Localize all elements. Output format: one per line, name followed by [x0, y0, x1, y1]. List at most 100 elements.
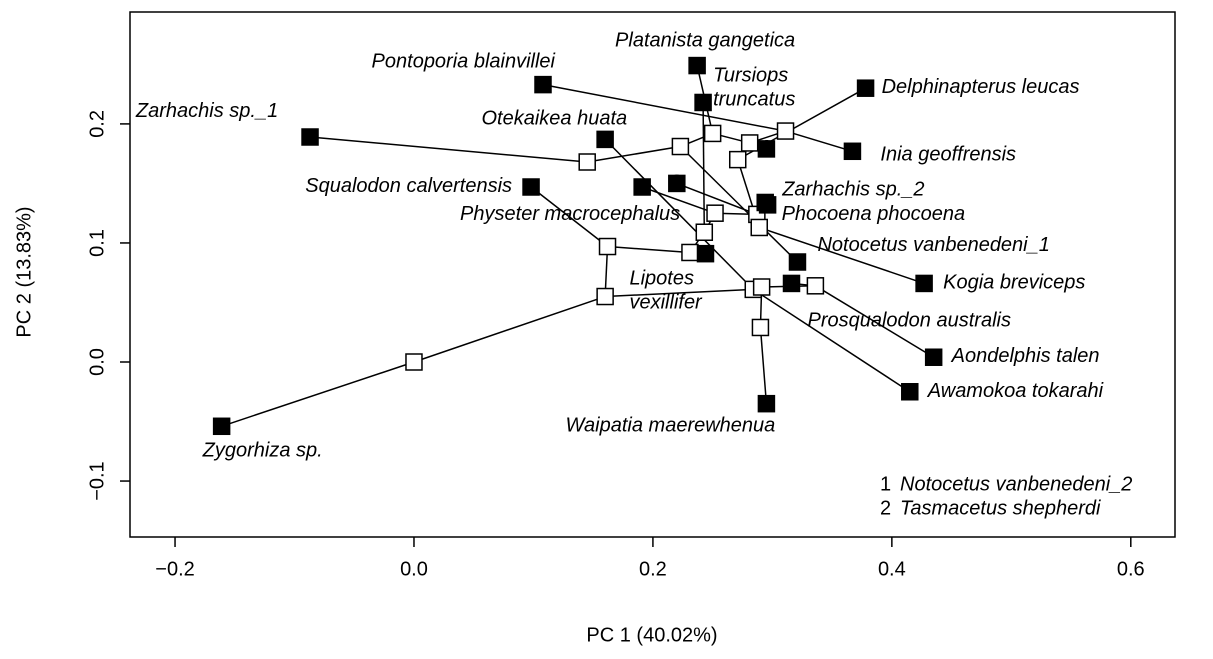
point-label-line: Squalodon calvertensis [305, 175, 512, 197]
internal-node [695, 223, 714, 241]
point-label: Delphinapterus leucas [882, 76, 1080, 98]
point-label-line: Waipatia maerewhenua [566, 415, 776, 437]
x-tick-label: −0.2 [155, 558, 194, 580]
point-label-line: vexillifer [629, 292, 703, 314]
tip-point [757, 394, 776, 413]
point-label: Zygorhiza sp. [202, 440, 323, 462]
point-label: Otekaikea huata [481, 108, 627, 130]
internal-node [751, 318, 770, 337]
tip-point [301, 128, 319, 146]
point-label-line: Physeter macrocephalus [460, 203, 680, 225]
point-label: Tursiops truncatus [713, 65, 795, 111]
y-tick-label: 0.0 [86, 348, 108, 376]
point-label: Pontoporia blainvillei [372, 51, 556, 73]
point-label: Lipotes vexillifer [629, 268, 703, 314]
point-label-line: truncatus [713, 89, 795, 111]
point-label: Notocetus vanbenedeni_1 [817, 234, 1049, 256]
internal-node [596, 287, 614, 306]
point-label-line: Zarhachis sp._1 [135, 100, 278, 122]
point-label-line: Platanista gangetica [615, 30, 795, 52]
tip-point [522, 178, 540, 196]
internal-node [598, 237, 617, 256]
point-label: Inia geoffrensis [880, 144, 1016, 166]
point-label-line: Delphinapterus leucas [882, 76, 1080, 98]
tip-point [696, 244, 715, 263]
point-label: 1 [761, 137, 772, 159]
internal-node [776, 122, 795, 140]
x-tick-label: 0.2 [639, 558, 667, 580]
tree-edge [759, 226, 925, 285]
y-tick-label: 0.1 [86, 229, 108, 257]
point-label-line: Pontoporia blainvillei [372, 51, 556, 73]
point-label-line: Kogia breviceps [943, 272, 1085, 294]
tip-point [757, 140, 776, 158]
tree-edge [587, 145, 681, 163]
tip-point [901, 383, 919, 401]
tip-point [788, 253, 807, 271]
y-axis-label: PC 2 (13.83%) [13, 206, 35, 337]
tree-edge [542, 83, 786, 132]
tip-point [668, 174, 686, 193]
point-label-line: Inia geoffrensis [880, 144, 1016, 166]
tree-edge [604, 138, 754, 290]
tip-point [843, 142, 862, 161]
internal-node [681, 243, 699, 262]
tip-point [758, 196, 777, 214]
point-label: Phocoena phocoena [782, 203, 966, 225]
point-label-line: Lipotes [629, 268, 694, 290]
tree-edge [759, 327, 768, 404]
tip-point [924, 348, 943, 366]
tip-point [694, 93, 712, 112]
point-label-line: 2 [671, 172, 682, 194]
point-label-line: Tursiops [713, 65, 788, 87]
tree-edge [605, 288, 754, 298]
point-label-line: Zygorhiza sp. [202, 440, 323, 462]
x-tick-label: 0.4 [878, 558, 906, 580]
legend-key: 1 [880, 473, 891, 495]
internal-node [703, 124, 722, 143]
internal-node [405, 353, 423, 371]
internal-node [706, 204, 724, 222]
internal-node [740, 134, 759, 152]
tree-edge [785, 130, 853, 153]
tree-edge [815, 285, 935, 358]
internal-node [671, 137, 690, 156]
internal-node [728, 150, 747, 169]
point-label-line: Awamokoa tokarahi [927, 380, 1104, 402]
point-label: Squalodon calvertensis [305, 175, 512, 197]
point-label: Waipatia maerewhenua [566, 415, 776, 437]
point-label: 2 [671, 172, 682, 194]
y-tick-label: −0.1 [86, 461, 108, 500]
internal-node [752, 278, 771, 296]
tree-edge [702, 102, 706, 233]
point-label: Aondelphis talen [951, 346, 1100, 368]
y-tick-label: 0.2 [86, 110, 108, 138]
tip-point [782, 274, 801, 293]
point-label: Awamokoa tokarahi [927, 380, 1104, 402]
point-label-line: Notocetus vanbenedeni_1 [817, 234, 1049, 256]
point-label-line: Zarhachis sp._2 [781, 179, 924, 201]
tip-point [596, 130, 614, 149]
legend-key: 2 [880, 497, 891, 519]
tip-point [915, 274, 933, 293]
tree-edge [309, 136, 588, 163]
point-label-line: Otekaikea huata [481, 108, 627, 130]
tree-edge [607, 245, 691, 254]
tree-edge [679, 145, 799, 263]
tree-edge [641, 186, 716, 214]
tip-point [633, 178, 651, 196]
tree-edge [413, 295, 606, 363]
x-tick-label: 0.0 [400, 558, 428, 580]
legend-name: Tasmacetus shepherdi [900, 497, 1101, 519]
legend-name: Notocetus vanbenedeni_2 [900, 473, 1132, 495]
point-label-line: Aondelphis talen [951, 346, 1100, 368]
point-label: Physeter macrocephalus [460, 203, 680, 225]
point-label: Platanista gangetica [615, 30, 795, 52]
tip-point [856, 79, 875, 97]
x-axis-label: PC 1 (40.02%) [586, 624, 717, 646]
tip-point [534, 75, 552, 94]
tip-point [212, 417, 231, 436]
tree-edge [221, 361, 415, 427]
internal-node [750, 218, 768, 237]
